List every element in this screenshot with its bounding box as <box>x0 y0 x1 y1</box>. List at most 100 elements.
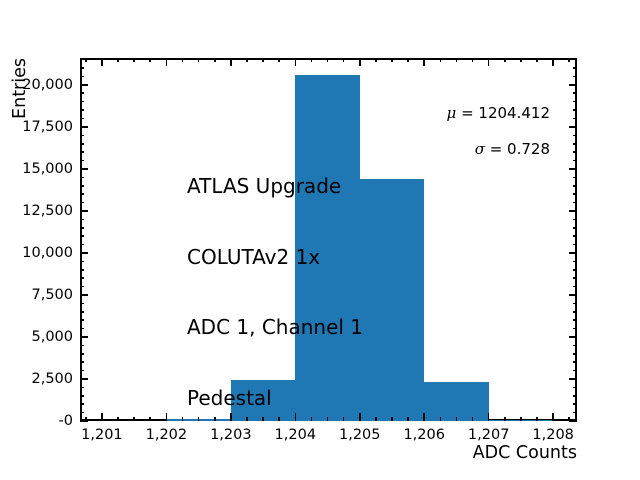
x-minor-tick <box>471 417 474 421</box>
y-minor-tick <box>80 75 84 78</box>
y-minor-tick <box>573 344 577 347</box>
x-tick-label: 1,206 <box>403 427 445 443</box>
y-minor-tick <box>80 260 84 263</box>
y-minor-tick <box>80 319 84 321</box>
y-minor-tick <box>573 235 577 237</box>
y-minor-tick <box>80 302 84 305</box>
y-tick-label: 7,500 <box>31 286 73 303</box>
x-minor-tick <box>181 58 184 62</box>
x-minor-tick <box>391 417 393 421</box>
x-minor-tick <box>455 417 458 421</box>
x-major-tick <box>358 58 361 66</box>
y-major-tick <box>569 252 577 254</box>
x-minor-tick <box>213 417 216 421</box>
y-major-tick <box>569 126 577 128</box>
y-minor-tick <box>573 319 577 321</box>
x-minor-tick <box>536 417 538 421</box>
y-tick-label: 17,500 <box>22 118 73 135</box>
y-major-tick <box>80 252 88 254</box>
y-minor-tick <box>573 394 577 397</box>
x-minor-tick <box>471 58 474 62</box>
x-major-tick <box>487 58 490 66</box>
x-major-tick <box>358 413 361 421</box>
x-minor-tick <box>326 417 329 421</box>
x-minor-tick <box>342 417 345 421</box>
y-minor-tick <box>573 411 577 414</box>
y-minor-tick <box>80 159 84 162</box>
stat-mu: μ = 1204.412 <box>447 104 550 122</box>
y-major-tick <box>80 84 88 86</box>
x-minor-tick <box>391 58 393 62</box>
x-minor-tick <box>246 58 248 62</box>
y-major-tick <box>569 378 577 380</box>
y-major-tick <box>80 420 88 422</box>
y-major-tick <box>80 210 88 212</box>
y-minor-tick <box>80 403 84 405</box>
histogram-bar <box>424 382 489 421</box>
y-minor-tick <box>573 302 577 305</box>
mu-value: = 1204.412 <box>461 104 550 122</box>
y-minor-tick <box>573 134 577 137</box>
x-minor-tick <box>181 417 184 421</box>
x-axis-label: ADC Counts <box>472 443 577 463</box>
y-major-tick <box>80 294 88 296</box>
y-minor-tick <box>80 176 84 179</box>
histogram-bar <box>295 75 360 421</box>
x-minor-tick <box>439 417 442 421</box>
x-minor-tick <box>246 417 248 421</box>
x-tick-label: 1,203 <box>210 427 252 443</box>
y-minor-tick <box>573 260 577 263</box>
y-minor-tick <box>573 92 577 95</box>
y-minor-tick <box>573 361 577 363</box>
x-minor-tick <box>568 417 571 421</box>
x-minor-tick <box>133 58 135 62</box>
y-minor-tick <box>80 394 84 397</box>
y-major-tick <box>80 336 88 338</box>
x-minor-tick <box>310 58 313 62</box>
y-minor-tick <box>80 411 84 414</box>
y-tick-label: 10,000 <box>22 244 73 261</box>
x-minor-tick <box>85 417 87 421</box>
y-minor-tick <box>80 386 84 389</box>
y-major-tick <box>80 168 88 170</box>
x-minor-tick <box>536 58 538 62</box>
sigma-symbol: σ <box>474 140 485 158</box>
x-minor-tick <box>310 417 313 421</box>
x-minor-tick <box>133 417 135 421</box>
x-major-tick <box>165 413 168 421</box>
x-minor-tick <box>117 417 119 421</box>
y-minor-tick <box>573 176 577 179</box>
y-minor-tick <box>573 386 577 389</box>
y-minor-tick <box>573 403 577 405</box>
y-minor-tick <box>573 67 577 69</box>
y-tick-label: 15,000 <box>22 160 73 177</box>
y-minor-tick <box>573 310 577 313</box>
axis-ticks-layer <box>80 58 577 422</box>
x-minor-tick <box>197 58 200 62</box>
y-minor-tick <box>80 218 84 221</box>
x-minor-tick <box>117 58 119 62</box>
y-minor-tick <box>573 285 577 288</box>
y-major-tick <box>569 420 577 422</box>
y-minor-tick <box>573 193 577 195</box>
x-major-tick <box>294 413 297 421</box>
x-minor-tick <box>504 417 506 421</box>
y-minor-tick <box>80 58 84 61</box>
y-minor-tick <box>80 201 84 204</box>
y-tick-label: 5,000 <box>31 328 73 345</box>
y-minor-tick <box>80 193 84 195</box>
y-tick-label: 20,000 <box>22 76 73 93</box>
y-tick-label: 2,500 <box>31 370 73 387</box>
y-minor-tick <box>573 218 577 221</box>
y-minor-tick <box>80 92 84 95</box>
y-major-tick <box>569 294 577 296</box>
y-minor-tick <box>80 268 84 271</box>
x-tick-label: 1,207 <box>467 427 510 443</box>
y-minor-tick <box>573 58 577 61</box>
x-minor-tick <box>504 58 506 62</box>
y-minor-tick <box>573 226 577 229</box>
y-minor-tick <box>573 277 577 279</box>
x-minor-tick <box>375 417 377 421</box>
y-minor-tick <box>80 310 84 313</box>
y-minor-tick <box>80 361 84 363</box>
